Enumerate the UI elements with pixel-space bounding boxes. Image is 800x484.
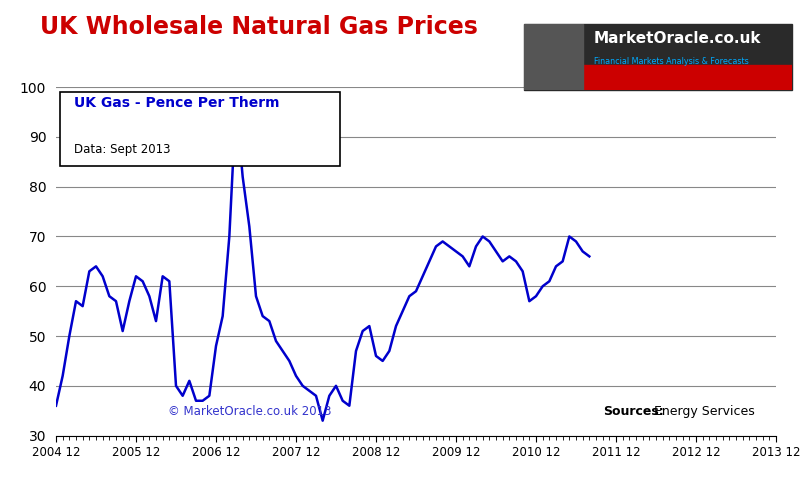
Text: Sources:: Sources: — [603, 405, 664, 418]
Text: Data: Sept 2013: Data: Sept 2013 — [74, 143, 170, 156]
Text: © MarketOracle.co.uk 2013: © MarketOracle.co.uk 2013 — [168, 405, 331, 418]
Text: Energy Services: Energy Services — [646, 405, 755, 418]
Text: Financial Markets Analysis & Forecasts: Financial Markets Analysis & Forecasts — [594, 57, 749, 66]
FancyBboxPatch shape — [60, 92, 341, 166]
Text: UK Wholesale Natural Gas Prices: UK Wholesale Natural Gas Prices — [40, 15, 478, 39]
Bar — [524, 24, 583, 90]
Bar — [583, 65, 792, 90]
Text: MarketOracle.co.uk: MarketOracle.co.uk — [594, 31, 761, 45]
Text: UK Gas - Pence Per Therm: UK Gas - Pence Per Therm — [74, 96, 279, 110]
